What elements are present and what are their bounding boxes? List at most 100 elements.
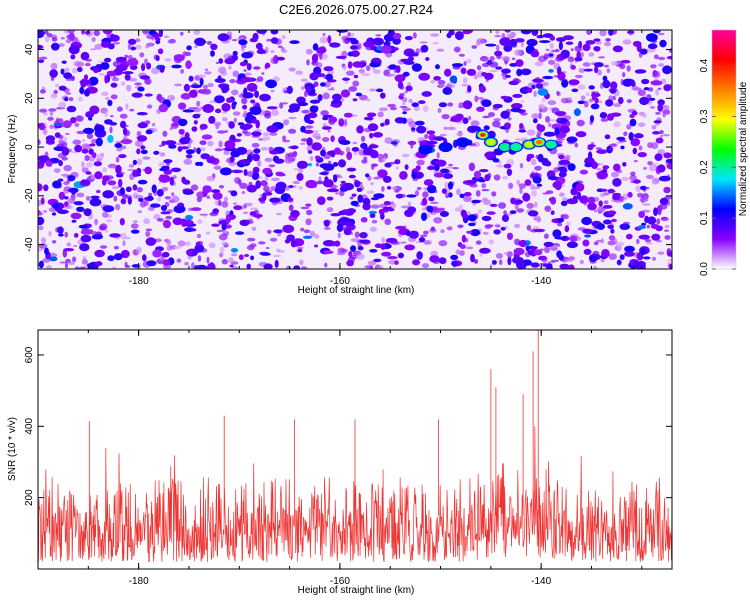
heatmap-cell	[64, 196, 69, 200]
heatmap-cell	[273, 229, 283, 234]
heatmap-cell	[441, 114, 450, 120]
heatmap-cell	[221, 84, 230, 93]
heatmap-cell	[609, 143, 617, 147]
heatmap-cell	[65, 92, 72, 95]
heatmap-cell	[299, 142, 306, 145]
heatmap-cell	[352, 61, 364, 68]
heatmap-cell	[246, 112, 253, 120]
heatmap-cell	[266, 125, 279, 133]
heatmap-cell	[232, 70, 240, 78]
heatmap-cell	[204, 68, 209, 71]
heatmap-cell	[559, 263, 570, 269]
heatmap-cell	[356, 125, 364, 134]
heatmap-cell	[634, 69, 647, 74]
heatmap-cell	[598, 100, 603, 104]
heatmap-cell	[416, 186, 422, 191]
heatmap-cell	[621, 176, 630, 182]
heatmap-cell	[182, 109, 195, 113]
heatmap-cell	[342, 182, 355, 191]
heatmap-cell	[269, 197, 281, 203]
heatmap-cell	[446, 82, 453, 88]
heatmap-cell	[436, 48, 445, 52]
heatmap-cell	[122, 240, 126, 247]
heatmap-cell	[218, 58, 224, 64]
heatmap-cell	[426, 130, 436, 135]
heatmap-hotspot	[536, 139, 543, 145]
heatmap-cell	[605, 99, 614, 107]
heatmap-cell	[500, 226, 506, 231]
heatmap-cell	[578, 68, 586, 73]
heatmap-cell	[332, 93, 342, 101]
heatmap-cell	[384, 118, 390, 126]
heatmap-cell	[68, 187, 79, 194]
heatmap-cell	[275, 181, 287, 191]
heatmap-cell	[314, 155, 321, 160]
heatmap-cell	[468, 115, 472, 121]
heatmap-cell	[266, 38, 273, 42]
colorbar-ticks: 0.0 0.1 0.2 0.3 0.4	[699, 58, 736, 276]
heatmap-cell	[463, 61, 467, 66]
heatmap-cell	[346, 167, 357, 172]
heatmap-cell	[558, 192, 565, 197]
spectrogram-heatmap	[38, 30, 672, 269]
heatmap-cell	[442, 173, 454, 179]
spectrogram-y-tick-label: -40	[24, 237, 35, 252]
heatmap-cell	[196, 233, 202, 239]
heatmap-cell	[616, 136, 626, 141]
heatmap-cell	[332, 162, 339, 167]
heatmap-cell	[524, 179, 532, 187]
heatmap-cell	[514, 38, 525, 43]
heatmap-cell	[589, 115, 595, 123]
heatmap-cell	[552, 229, 562, 238]
heatmap-cell	[601, 249, 610, 258]
heatmap-cell	[284, 156, 294, 164]
heatmap-cell	[414, 190, 420, 197]
heatmap-cell	[487, 130, 496, 139]
heatmap-cell	[489, 56, 495, 62]
heatmap-cell	[114, 237, 121, 240]
heatmap-cell	[303, 229, 311, 234]
heatmap-cell	[58, 233, 64, 237]
heatmap-cell	[317, 196, 326, 206]
heatmap-cell	[89, 143, 96, 147]
heatmap-cell	[382, 206, 391, 211]
heatmap-cell	[153, 214, 161, 220]
heatmap-cell	[477, 209, 483, 214]
heatmap-cell	[571, 88, 579, 93]
heatmap-cell	[169, 176, 174, 186]
heatmap-cell	[514, 238, 521, 246]
heatmap-cell	[104, 75, 109, 84]
heatmap-cell	[652, 131, 661, 135]
heatmap-cell	[190, 184, 199, 191]
heatmap-cell	[471, 199, 481, 204]
heatmap-cell	[594, 66, 599, 74]
heatmap-cell	[459, 244, 466, 249]
heatmap-cell	[411, 63, 422, 72]
heatmap-cell	[218, 252, 224, 258]
heatmap-cell	[156, 189, 164, 197]
heatmap-cell	[86, 263, 95, 267]
heatmap-cell	[582, 239, 590, 247]
heatmap-cell	[394, 159, 401, 165]
heatmap-cell	[300, 266, 308, 269]
heatmap-cell	[84, 62, 91, 67]
heatmap-cell	[340, 217, 351, 223]
heatmap-cell	[371, 163, 378, 167]
heatmap-cell	[635, 133, 642, 138]
heatmap-cell	[390, 141, 398, 145]
heatmap-cell	[655, 112, 661, 115]
heatmap-cell	[611, 171, 619, 178]
heatmap-cell	[244, 202, 253, 207]
heatmap-cell	[95, 137, 103, 147]
heatmap-cell	[180, 69, 185, 74]
heatmap-cell	[80, 229, 93, 235]
heatmap-cell	[541, 97, 546, 103]
heatmap-cell	[196, 147, 201, 155]
heatmap-cell	[142, 254, 147, 262]
heatmap-cell	[629, 175, 637, 181]
heatmap-cell	[107, 255, 115, 262]
heatmap-cell	[640, 248, 646, 256]
heatmap-cell	[380, 243, 387, 250]
heatmap-cell	[215, 61, 220, 64]
heatmap-hotspot	[418, 144, 433, 155]
